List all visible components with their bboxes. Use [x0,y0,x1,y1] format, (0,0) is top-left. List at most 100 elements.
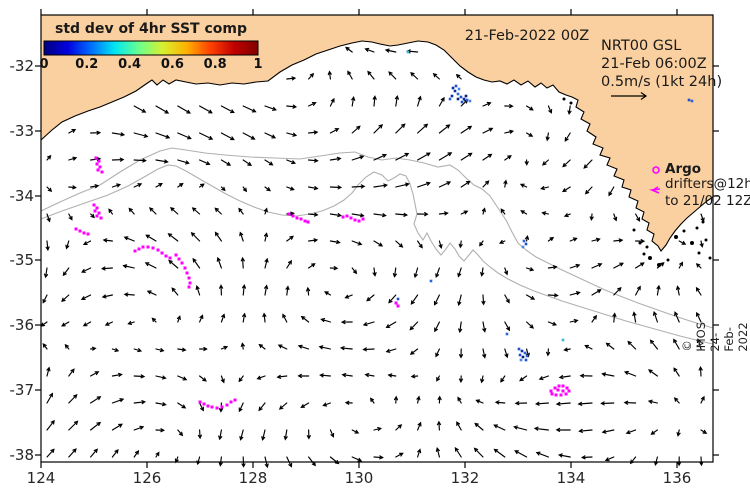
current-vector [652,310,658,323]
current-vector [600,401,615,406]
drifter-point [556,388,560,392]
current-vector [458,375,464,384]
current-vector [700,395,705,404]
current-vector [394,95,399,107]
current-vector [569,263,581,269]
current-vector [410,294,419,305]
current-vector [613,262,624,269]
sst-obs-dot [460,100,464,104]
drifter-point [96,168,100,172]
current-vector [318,345,331,350]
current-vector [341,373,353,378]
drifter-point [306,220,310,224]
drifter-point [345,214,349,218]
current-vector [373,427,382,432]
island-dot [638,241,642,245]
current-vector [456,421,462,431]
current-vector [220,313,226,323]
current-vector [482,180,490,188]
current-vector [494,400,506,405]
island-dot [674,235,678,239]
current-vector [438,152,453,161]
current-vector [46,392,54,404]
island-dot [701,220,705,224]
current-vector [435,267,440,279]
current-vector [351,213,365,218]
current-vector [306,429,311,440]
current-vector [264,159,274,166]
current-vector [413,267,419,279]
drifter-point [565,386,569,390]
current-vector [238,402,244,413]
current-vector [68,156,78,161]
current-vector [417,240,423,249]
current-vector [90,421,102,431]
current-vector [329,156,342,161]
current-vector [393,395,399,404]
current-vector [567,105,572,115]
current-vector [438,181,452,188]
current-vector [696,338,702,350]
current-vector [168,259,179,269]
current-vector [220,375,225,384]
current-vector [526,294,536,300]
current-vector [433,294,440,306]
sst-obs-dot [520,349,524,353]
drifter-point [202,402,206,406]
current-vector [676,285,681,296]
current-vector [504,104,514,109]
current-vector [286,259,292,269]
current-vector [436,420,442,431]
current-vector [493,424,506,431]
imos-credit-label: © IMOS 24-Feb-2022 14:45 Hobart [680,321,750,352]
sst-obs-dot [396,297,400,301]
current-vector [540,186,549,191]
current-vector [62,267,70,277]
colorbar-tick-label: 0.8 [203,57,227,72]
current-vector [387,373,397,378]
current-vector [504,129,515,134]
current-vector [155,159,169,164]
current-vector [261,429,266,441]
current-vector [503,179,508,188]
current-vector [263,207,268,215]
drifter-point [95,162,99,166]
current-vector [68,213,73,221]
current-vector [128,207,135,215]
current-vector [526,267,535,272]
current-vector [504,267,509,276]
current-vector [218,456,223,467]
current-vector [417,181,431,188]
sst-obs-dot [453,89,457,93]
current-vector [569,291,581,296]
drifter-point [295,216,299,220]
current-vector [297,344,310,350]
current-vector [339,346,353,351]
drifter-point [557,384,561,388]
current-vector [410,374,419,379]
current-vector [199,346,208,352]
current-vector [546,348,551,357]
current-vector [417,152,431,161]
island-dot [690,241,694,245]
drifter-point [97,211,101,215]
current-vector [700,429,708,434]
current-vector [601,429,615,434]
drifter-point [198,400,202,404]
colorbar-bar [43,40,259,56]
current-vector [547,293,559,298]
current-vector [547,321,558,326]
current-vector [678,240,687,245]
drifter-point [133,249,137,253]
current-vector [555,427,571,432]
current-vector [584,344,593,350]
current-vector [155,105,170,114]
current-vector [177,132,192,140]
current-vector [90,184,100,189]
current-vector [373,153,388,161]
current-vector [190,232,201,242]
x-axis-tick-label: 126 [132,469,162,487]
current-vector [504,155,512,161]
current-vector [144,262,157,269]
